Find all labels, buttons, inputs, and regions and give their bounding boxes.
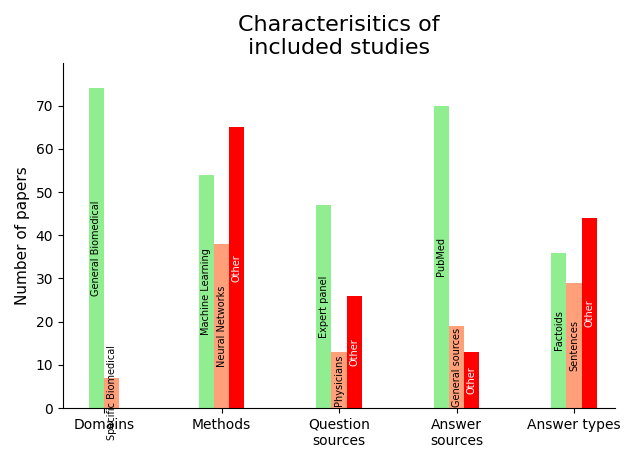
Text: Other: Other bbox=[349, 338, 359, 366]
Bar bbox=[433, 106, 449, 408]
Text: Neural Networks: Neural Networks bbox=[216, 285, 227, 367]
Text: PubMed: PubMed bbox=[436, 238, 446, 276]
Bar bbox=[566, 283, 582, 408]
Bar bbox=[582, 218, 597, 408]
Text: Expert panel: Expert panel bbox=[319, 275, 329, 338]
Text: Machine Learning: Machine Learning bbox=[201, 248, 211, 335]
Text: General Biomedical: General Biomedical bbox=[92, 200, 101, 296]
Text: General sources: General sources bbox=[451, 327, 461, 407]
Text: Other: Other bbox=[584, 299, 595, 327]
Y-axis label: Number of papers: Number of papers bbox=[15, 166, 30, 305]
Bar bbox=[332, 352, 347, 408]
Bar bbox=[347, 296, 362, 408]
Bar bbox=[198, 175, 214, 408]
Text: Factoids: Factoids bbox=[554, 310, 564, 350]
Text: Other: Other bbox=[232, 254, 242, 282]
Bar bbox=[316, 205, 332, 408]
Bar bbox=[229, 127, 244, 408]
Text: Other: Other bbox=[467, 366, 477, 394]
Bar bbox=[551, 253, 566, 408]
Title: Characterisitics of
included studies: Characterisitics of included studies bbox=[238, 15, 440, 58]
Bar bbox=[89, 88, 104, 408]
Text: Physicians: Physicians bbox=[334, 354, 344, 406]
Bar bbox=[214, 244, 229, 408]
Bar bbox=[449, 326, 464, 408]
Bar bbox=[104, 378, 119, 408]
Bar bbox=[464, 352, 479, 408]
Text: Specific Biomedical: Specific Biomedical bbox=[107, 345, 116, 440]
Text: Sentences: Sentences bbox=[569, 320, 579, 371]
